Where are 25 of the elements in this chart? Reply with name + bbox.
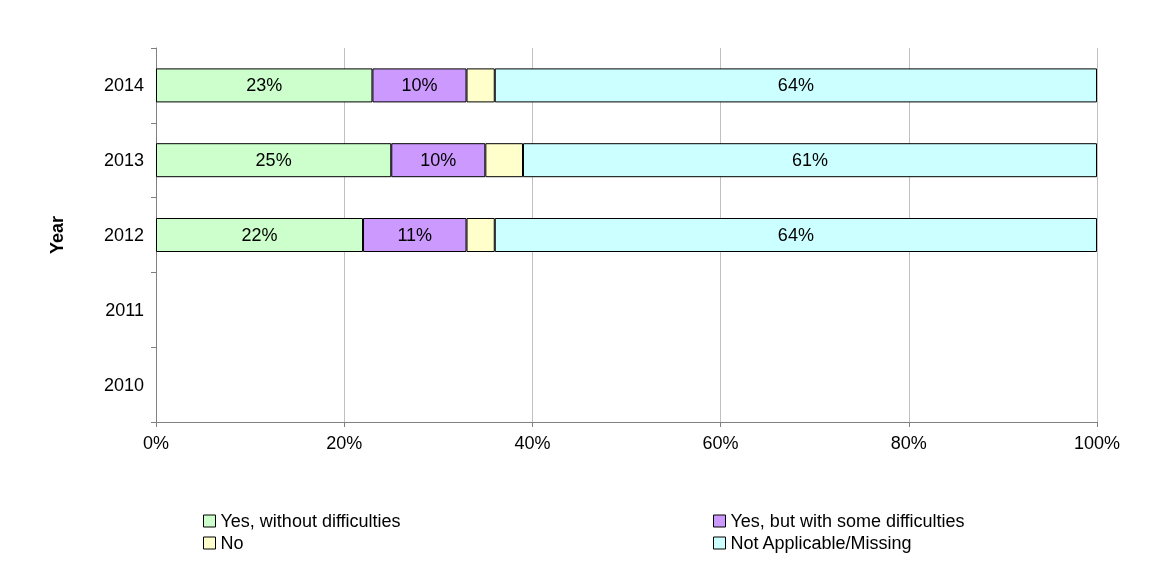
legend-label: Not Applicable/Missing <box>730 533 912 553</box>
data-label: 64% <box>777 75 814 96</box>
y-tick-label: 2014 <box>103 75 144 96</box>
x-tick-label: 20% <box>326 433 363 453</box>
y-tick-label: 2010 <box>103 374 144 395</box>
y-tick-label: 2013 <box>103 150 144 171</box>
data-label: 61% <box>791 150 829 171</box>
data-label: 64% <box>777 225 814 245</box>
data-label: 10% <box>401 75 438 96</box>
x-tick-label: 0% <box>142 433 170 453</box>
x-tick-label: 100% <box>1073 433 1121 453</box>
data-label: 23% <box>246 75 283 96</box>
data-label: 25% <box>255 150 292 171</box>
y-axis-title: Year <box>47 215 67 255</box>
legend-label: Yes, but with some difficulties <box>730 511 965 531</box>
x-tick-label: 60% <box>702 433 739 453</box>
x-tick-label: 40% <box>514 433 551 453</box>
data-label: 11% <box>397 225 433 245</box>
legend-label: Yes, without difficulties <box>220 511 401 531</box>
data-label: 22% <box>241 225 278 245</box>
y-tick-label: 2012 <box>103 225 144 245</box>
y-tick-label: 2011 <box>105 299 144 320</box>
x-tick-label: 80% <box>890 433 927 453</box>
data-label: 10% <box>420 150 457 171</box>
legend-label: No <box>220 533 244 553</box>
